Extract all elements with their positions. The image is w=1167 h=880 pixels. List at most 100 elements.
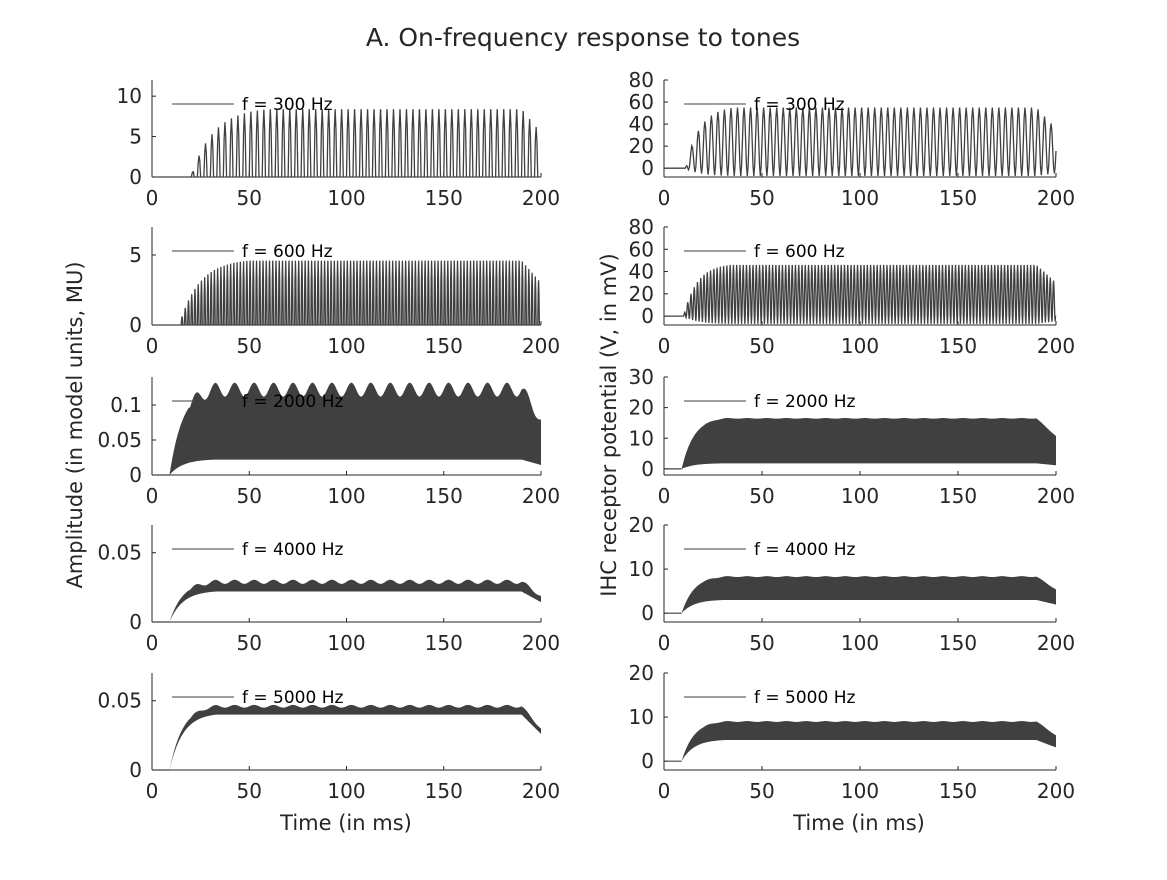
y-tick-label: 20 [629,396,654,420]
x-tick-label: 50 [749,779,774,803]
panel-R2000: 0 50 100 150 200 0 10 20 30 f = 2000 Hz [629,365,1076,508]
series-band [664,576,1056,614]
legend: f = 600 Hz [172,242,333,262]
legend: f = 4000 Hz [172,540,343,560]
panel-L5000: 0 50 100 150 200 0 0.05 f = 5000 Hz [97,673,560,803]
x-tick-label: 200 [1037,186,1075,210]
y-tick-label: 10 [629,426,654,450]
x-tick-label: 150 [425,631,463,655]
y-tick-label: 5 [129,125,142,149]
y-tick-label: 20 [629,661,654,685]
series-band [664,721,1056,762]
panel-L2000: 0 50 100 150 200 0 0.05 0.1 f = 2000 Hz [97,377,560,508]
legend: f = 4000 Hz [684,540,855,560]
x-tick-label: 0 [146,334,159,358]
y-tick-label: 0 [641,601,654,625]
x-tick-label: 100 [327,186,365,210]
y-tick-label: 0 [641,304,654,328]
series-band [664,418,1056,469]
legend-label: f = 5000 Hz [754,688,855,708]
y-tick-label: 20 [629,513,654,537]
y-tick-label: 40 [629,260,654,284]
x-tick-label: 50 [749,186,774,210]
y-tick-label: 60 [629,237,654,261]
x-tick-label: 100 [327,631,365,655]
legend-label: f = 2000 Hz [754,392,855,412]
x-tick-label: 200 [522,334,560,358]
x-tick-label: 200 [1037,779,1075,803]
series-line [152,260,541,326]
series-band [152,579,541,622]
y-tick-label: 30 [629,365,654,389]
x-tick-label: 100 [841,631,879,655]
y-tick-label: 0 [129,463,142,487]
y-tick-label: 0.05 [97,428,142,452]
y-tick-label: 0 [129,758,142,782]
x-tick-label: 0 [146,779,159,803]
x-tick-label: 50 [237,631,262,655]
figure-title: A. On-frequency response to tones [366,23,800,52]
y-tick-label: 10 [629,557,654,581]
x-tick-label: 100 [841,779,879,803]
legend-label: f = 5000 Hz [242,688,343,708]
x-tick-label: 150 [425,779,463,803]
y-tick-label: 0 [129,610,142,634]
y-tick-label: 20 [629,282,654,306]
panel-L600: 0 50 100 150 200 0 5 f = 600 Hz [129,227,560,358]
y-tick-label: 0.1 [110,393,142,417]
y-tick-label: 60 [629,90,654,114]
y-tick-label: 0 [641,749,654,773]
x-tick-label: 100 [327,334,365,358]
x-tick-label: 100 [841,186,879,210]
x-tick-label: 100 [327,484,365,508]
x-tick-label: 50 [237,186,262,210]
x-tick-label: 100 [841,484,879,508]
legend-label: f = 300 Hz [242,95,333,115]
right-ylabel: IHC receptor potential (V, in mV) [597,253,621,596]
x-tick-label: 50 [749,484,774,508]
legend-label: f = 4000 Hz [754,540,855,560]
series-line [152,109,541,178]
legend-label: f = 600 Hz [754,242,845,262]
x-tick-label: 200 [522,631,560,655]
panel-R4000: 0 50 100 150 200 0 10 20 f = 4000 Hz [629,513,1076,655]
x-tick-label: 150 [939,186,977,210]
x-tick-label: 50 [237,779,262,803]
y-tick-label: 80 [629,68,654,92]
x-tick-label: 200 [1037,334,1075,358]
y-tick-label: 0 [129,165,142,189]
legend-label: f = 4000 Hz [242,540,343,560]
x-tick-label: 0 [658,186,671,210]
left-ylabel: Amplitude (in model units, MU) [63,261,87,588]
x-tick-label: 100 [327,779,365,803]
x-tick-label: 200 [522,779,560,803]
x-tick-label: 50 [749,631,774,655]
x-tick-label: 150 [939,334,977,358]
y-tick-label: 0.05 [97,541,142,565]
legend: f = 300 Hz [172,95,333,115]
x-tick-label: 150 [939,779,977,803]
right-xlabel: Time (in ms) [792,811,925,835]
x-tick-label: 200 [522,484,560,508]
x-tick-label: 50 [237,334,262,358]
x-tick-label: 0 [146,484,159,508]
x-tick-label: 50 [237,484,262,508]
y-tick-label: 0 [129,313,142,337]
x-tick-label: 0 [658,779,671,803]
x-tick-label: 100 [841,334,879,358]
series-line [664,264,1057,324]
y-tick-label: 20 [629,134,654,158]
legend-label: f = 600 Hz [242,242,333,262]
series-line [664,107,1057,176]
x-tick-label: 0 [658,484,671,508]
x-tick-label: 150 [939,484,977,508]
x-tick-label: 0 [146,186,159,210]
x-tick-label: 0 [658,334,671,358]
legend-label: f = 2000 Hz [242,392,343,412]
x-tick-label: 0 [146,631,159,655]
legend: f = 5000 Hz [172,688,343,708]
